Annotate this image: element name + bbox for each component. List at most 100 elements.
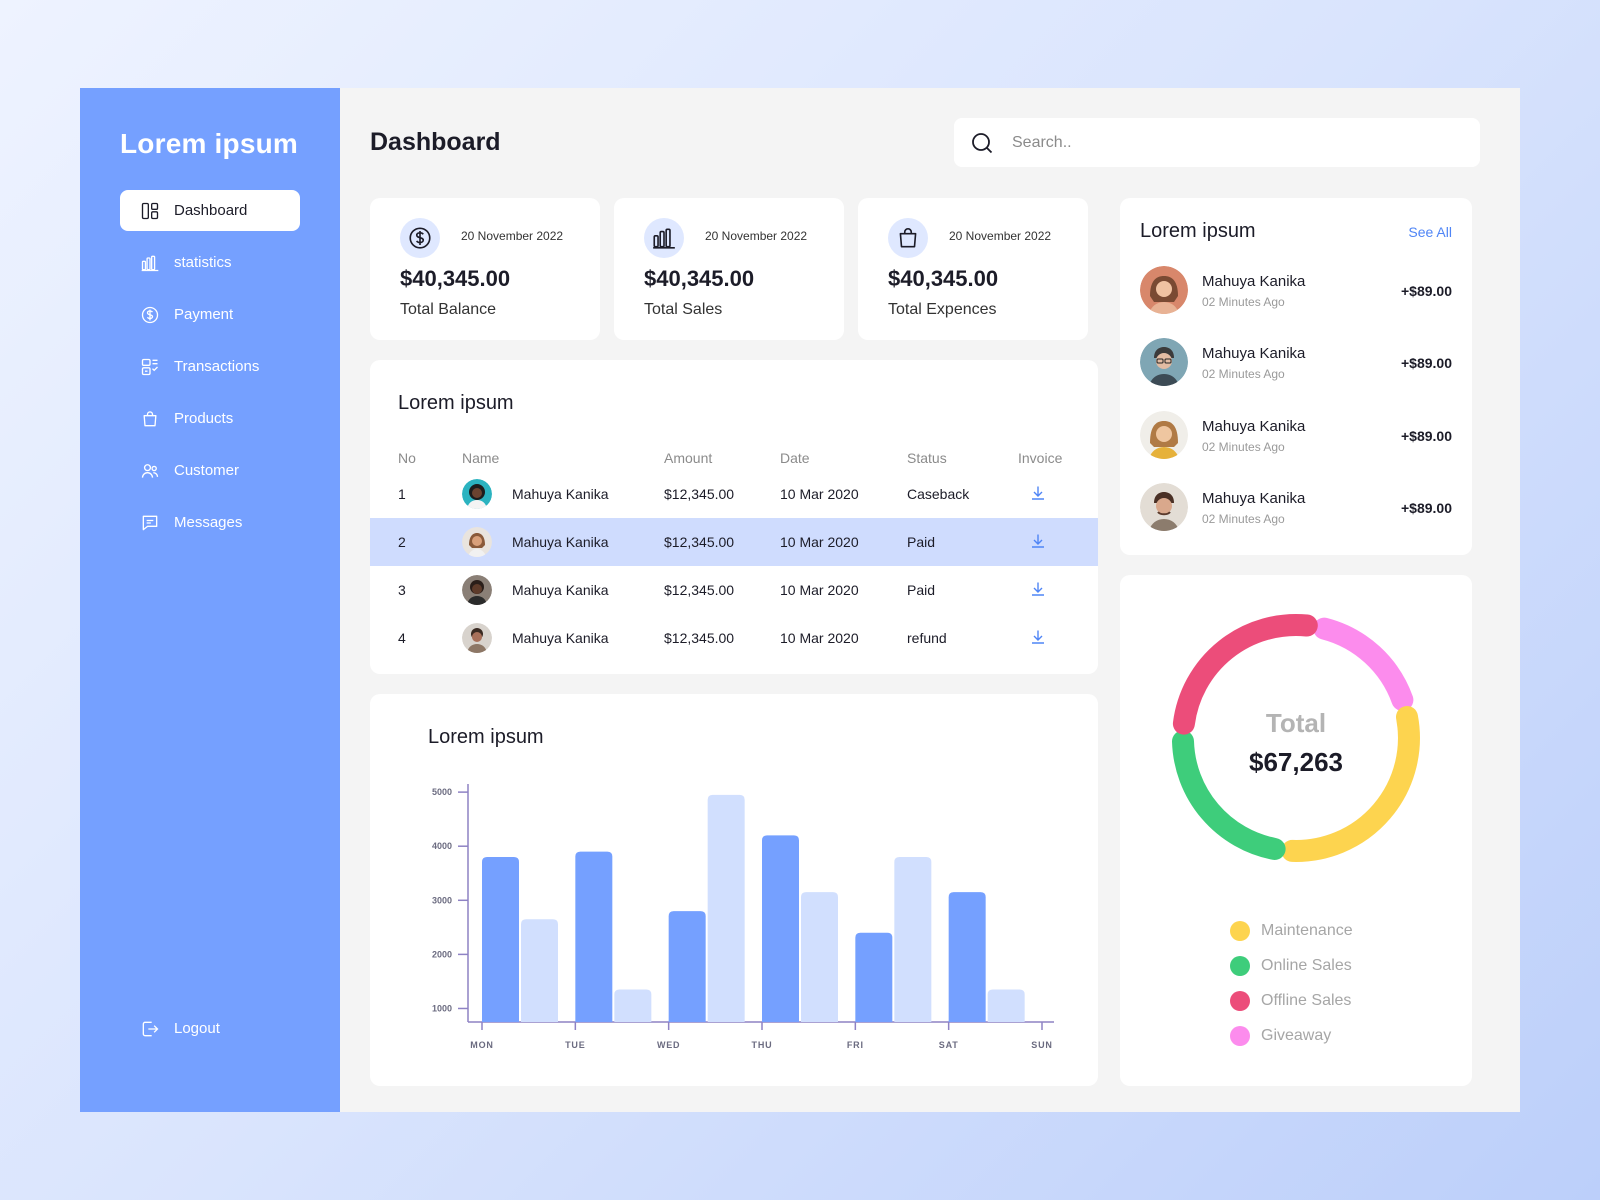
- list-item[interactable]: Mahuya Kanika 02 Minutes Ago +$89.00: [1140, 266, 1452, 316]
- sidebar-item-messages[interactable]: Messages: [120, 502, 300, 543]
- stat-card-total-expences: 20 November 2022 $40,345.00 Total Expenc…: [858, 198, 1088, 340]
- column-header-status: Status: [907, 450, 947, 466]
- list-item[interactable]: Mahuya Kanika 02 Minutes Ago +$89.00: [1140, 338, 1452, 388]
- column-header-date: Date: [780, 450, 810, 466]
- stat-date: 20 November 2022: [949, 229, 1052, 243]
- transactions-table-card: Lorem ipsum No Name Amount Date Status I…: [370, 360, 1098, 674]
- legend-dot-online-sales: [1230, 955, 1250, 976]
- download-icon[interactable]: [1030, 581, 1046, 600]
- bar-chart-icon: [653, 228, 675, 249]
- table-row[interactable]: 3 Mahuya Kanika $12,345.00 10 Mar 2020 P…: [370, 566, 1098, 614]
- transactions-icon: [141, 358, 158, 375]
- recent-amount: +$89.00: [1401, 500, 1452, 516]
- search-icon: [972, 132, 993, 153]
- search-bar[interactable]: [954, 118, 1480, 167]
- legend-dot-offline-sales: [1230, 990, 1250, 1011]
- recent-name: Mahuya Kanika: [1202, 490, 1306, 507]
- dollar-circle-icon: [409, 227, 431, 249]
- stat-amount: $40,345.00: [400, 266, 511, 291]
- legend-label: Giveaway: [1261, 1026, 1332, 1044]
- avatar: [1140, 338, 1188, 386]
- recent-name: Mahuya Kanika: [1202, 418, 1306, 435]
- logout-button[interactable]: Logout: [120, 1008, 300, 1049]
- table-header: No Name Amount Date Status Invoice: [370, 446, 1098, 470]
- message-icon: [142, 515, 158, 530]
- y-tick-label: 4000: [432, 841, 452, 851]
- bar-thu-series-2: [801, 892, 838, 1022]
- transactions-table: No Name Amount Date Status Invoice 1 Mah…: [370, 446, 1098, 662]
- legend-item: Giveaway: [1230, 1018, 1353, 1053]
- row-date: 10 Mar 2020: [780, 486, 859, 502]
- bar-chart-icon: [141, 255, 159, 271]
- sidebar-item-label: statistics: [174, 254, 232, 271]
- y-tick-label: 1000: [432, 1003, 452, 1013]
- x-tick-label: SAT: [939, 1040, 959, 1050]
- y-tick-label: 2000: [432, 949, 452, 959]
- recent-time: 02 Minutes Ago: [1202, 440, 1285, 454]
- avatar: [462, 575, 492, 605]
- column-header-invoice: Invoice: [1018, 450, 1063, 466]
- stat-icon: [644, 218, 684, 258]
- legend-item: Offline Sales: [1230, 983, 1353, 1018]
- legend-item: Maintenance: [1230, 913, 1353, 948]
- sidebar-item-label: Payment: [174, 306, 234, 323]
- sidebar-item-label: Products: [174, 410, 234, 427]
- stat-label: Total Balance: [400, 301, 497, 318]
- x-tick-label: MON: [470, 1040, 493, 1050]
- table-row[interactable]: 2 Mahuya Kanika $12,345.00 10 Mar 2020 P…: [370, 518, 1098, 566]
- sidebar-item-label: Dashboard: [174, 202, 248, 219]
- donut-segment-online-sales: [1172, 730, 1286, 860]
- donut-total-label: Total: [1265, 708, 1327, 738]
- sidebar-nav: Dashboard statistics Payment Transaction…: [120, 190, 300, 543]
- x-tick-label: SUN: [1031, 1040, 1052, 1050]
- download-icon[interactable]: [1030, 485, 1046, 504]
- legend-label: Offline Sales: [1261, 991, 1352, 1009]
- recent-transactions-card: Lorem ipsum See All Mahuya Kanika 02 Min…: [1120, 198, 1472, 555]
- avatar: [462, 527, 492, 557]
- list-item[interactable]: Mahuya Kanika 02 Minutes Ago +$89.00: [1140, 411, 1452, 461]
- dashboard-icon: [141, 202, 159, 219]
- shopping-bag-icon: [143, 410, 157, 426]
- column-header-no: No: [398, 450, 416, 466]
- brand-logo: Lorem ipsum: [120, 128, 299, 159]
- sidebar-item-label: Transactions: [174, 358, 260, 375]
- bar-chart-card: Lorem ipsum 1000 2000 3000 4000 5000 MON TUE WE…: [370, 694, 1098, 1086]
- avatar: [1140, 411, 1188, 459]
- avatar: [462, 479, 492, 509]
- y-tick-label: 3000: [432, 895, 452, 905]
- donut-chart: [1172, 614, 1420, 862]
- sidebar-item-dashboard[interactable]: Dashboard: [120, 190, 300, 231]
- download-icon[interactable]: [1030, 629, 1046, 648]
- legend-item: Online Sales: [1230, 948, 1353, 983]
- see-all-link[interactable]: See All: [1408, 224, 1452, 240]
- table-row[interactable]: 1 Mahuya Kanika $12,345.00 10 Mar 2020 C…: [370, 470, 1098, 518]
- stat-date: 20 November 2022: [705, 229, 808, 243]
- recent-time: 02 Minutes Ago: [1202, 295, 1285, 309]
- download-icon[interactable]: [1030, 533, 1046, 552]
- row-status: Paid: [907, 582, 936, 598]
- stat-icon: [400, 218, 440, 258]
- list-item[interactable]: Mahuya Kanika 02 Minutes Ago +$89.00: [1140, 483, 1452, 533]
- sidebar-item-customer[interactable]: Customer: [120, 450, 300, 491]
- donut-chart-card: Total $67,263 Maintenance Online Sales O…: [1120, 575, 1472, 1086]
- table-row[interactable]: 4 Mahuya Kanika $12,345.00 10 Mar 2020 r…: [370, 614, 1098, 662]
- stat-date: 20 November 2022: [461, 229, 564, 243]
- customer-name: Mahuya Kanika: [512, 582, 609, 598]
- sidebar-item-transactions[interactable]: Transactions: [120, 346, 300, 387]
- recent-amount: +$89.00: [1401, 283, 1452, 299]
- bar-wed-series-1: [668, 911, 706, 1022]
- sidebar-item-products[interactable]: Products: [120, 398, 300, 439]
- sidebar-item-payment[interactable]: Payment: [120, 294, 300, 335]
- bar-tue-series-2: [614, 989, 652, 1022]
- bar-mon-series-1: [482, 857, 519, 1022]
- x-tick-label: WED: [657, 1040, 680, 1050]
- sidebar-item-statistics[interactable]: statistics: [120, 242, 300, 283]
- row-amount: $12,345.00: [664, 582, 735, 598]
- avatar: [1140, 266, 1188, 314]
- search-input[interactable]: [1012, 133, 1452, 152]
- row-date: 10 Mar 2020: [780, 534, 859, 550]
- dollar-circle-icon: [141, 306, 159, 323]
- row-status: Paid: [907, 534, 936, 550]
- sidebar-item-label: Messages: [174, 514, 243, 531]
- legend-dot-giveaway: [1230, 1025, 1250, 1046]
